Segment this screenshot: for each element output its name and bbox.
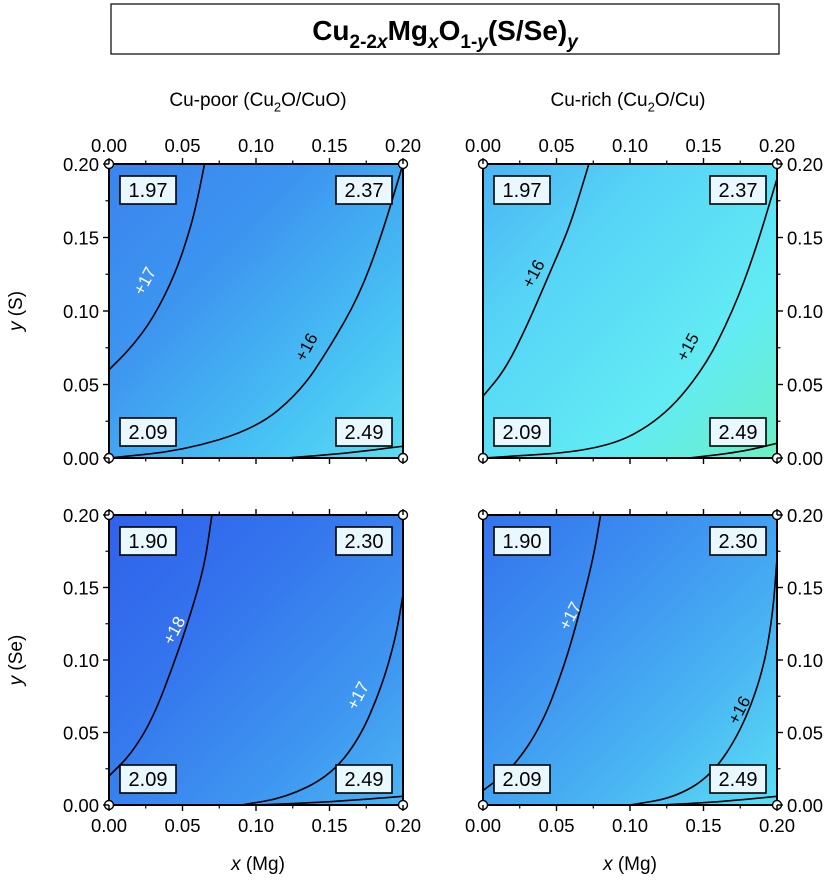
- x-tick-label: 0.10: [612, 135, 648, 156]
- y-tick-label: 0.15: [787, 228, 823, 249]
- corner-value-top-right: 2.30: [335, 526, 393, 556]
- x-axis-title: x (Mg): [230, 854, 285, 875]
- corner-value-bottom-left: 2.09: [493, 764, 551, 794]
- y-axis-title-s: y (S): [6, 291, 27, 333]
- x-tick-label: 0.20: [759, 135, 795, 156]
- svg-text:2.09: 2.09: [503, 422, 542, 444]
- x-tick-label: 0.15: [685, 135, 721, 156]
- y-tick-label: 0.15: [787, 578, 823, 599]
- svg-text:2.49: 2.49: [719, 769, 758, 791]
- contour-line: [629, 558, 777, 805]
- heatmap-panel-2: +16+151.97 2.372.09 2.490.000.000.050.050.…: [465, 135, 823, 469]
- corner-value-top-left: 1.97: [493, 175, 551, 205]
- corner-value-top-left: 1.97: [119, 175, 177, 205]
- svg-text:2.09: 2.09: [129, 422, 168, 444]
- y-tick-label: 0.20: [63, 154, 99, 175]
- svg-text:2.30: 2.30: [719, 531, 758, 553]
- contour-line: [109, 164, 206, 371]
- svg-text:1.97: 1.97: [503, 180, 542, 202]
- heatmap-panel-3: +18+171.90 2.302.09 2.490.000.000.050.050.…: [63, 505, 421, 836]
- y-tick-label: 0.20: [787, 505, 823, 526]
- x-tick-label: 0.05: [538, 815, 574, 836]
- y-tick-label: 0.00: [63, 448, 99, 469]
- y-tick-label: 0.15: [63, 578, 99, 599]
- x-tick-label: 0.05: [164, 815, 200, 836]
- column-header-cu-poor: Cu-poor (Cu2O/CuO): [169, 90, 346, 114]
- x-axis-title: x (Mg): [602, 854, 657, 875]
- figure-title: Cu2-2xMgxO1-y(S/Se)y: [312, 15, 579, 53]
- corner-value-bottom-right: 2.49: [709, 417, 767, 447]
- y-tick-label: 0.10: [787, 650, 823, 671]
- corner-value-bottom-right: 2.49: [335, 417, 393, 447]
- corner-value-bottom-left: 2.09: [119, 417, 177, 447]
- svg-text:1.97: 1.97: [129, 180, 168, 202]
- svg-text:2.49: 2.49: [345, 422, 384, 444]
- heatmap-panel-1: +17+161.97 2.372.09 2.490.000.000.050.050.…: [63, 135, 421, 469]
- y-axis-title-se: y (Se): [6, 635, 27, 688]
- y-tick-label: 0.10: [63, 301, 99, 322]
- y-tick-label: 0.15: [63, 228, 99, 249]
- corner-value-bottom-right: 2.49: [335, 764, 393, 794]
- y-tick-label: 0.10: [63, 650, 99, 671]
- x-tick-label: 0.20: [385, 135, 421, 156]
- contour-line: [109, 164, 403, 458]
- y-tick-label: 0.05: [787, 723, 823, 744]
- svg-text:1.90: 1.90: [129, 531, 168, 553]
- y-tick-label: 0.05: [63, 723, 99, 744]
- y-tick-label: 0.05: [63, 375, 99, 396]
- x-tick-label: 0.05: [164, 135, 200, 156]
- corner-value-top-right: 2.30: [709, 526, 767, 556]
- corner-value-bottom-left: 2.09: [493, 417, 551, 447]
- heatmap-fill: [483, 164, 777, 458]
- y-tick-label: 0.20: [787, 154, 823, 175]
- heatmap-fill: [109, 515, 403, 805]
- y-tick-label: 0.00: [787, 448, 823, 469]
- y-tick-label: 0.05: [787, 375, 823, 396]
- svg-text:2.49: 2.49: [719, 422, 758, 444]
- x-tick-label: 0.15: [311, 815, 347, 836]
- x-tick-label: 0.20: [385, 815, 421, 836]
- heatmap-fill: [109, 164, 403, 458]
- x-tick-label: 0.10: [612, 815, 648, 836]
- corner-value-bottom-left: 2.09: [119, 764, 177, 794]
- x-tick-label: 0.00: [465, 815, 501, 836]
- y-tick-label: 0.10: [787, 301, 823, 322]
- corner-value-top-left: 1.90: [119, 526, 177, 556]
- x-tick-label: 0.10: [238, 815, 274, 836]
- svg-text:2.30: 2.30: [345, 531, 384, 553]
- heatmap-panel-4: +17+161.90 2.302.09 2.490.000.000.050.050.…: [465, 505, 823, 836]
- corner-value-top-right: 2.37: [709, 175, 767, 205]
- x-tick-label: 0.20: [759, 815, 795, 836]
- y-tick-label: 0.00: [787, 795, 823, 816]
- contour-line: [241, 594, 403, 805]
- x-tick-label: 0.10: [238, 135, 274, 156]
- x-tick-label: 0.15: [685, 815, 721, 836]
- x-tick-label: 0.00: [91, 815, 127, 836]
- y-tick-label: 0.20: [63, 505, 99, 526]
- x-tick-label: 0.15: [311, 135, 347, 156]
- svg-text:2.37: 2.37: [719, 180, 758, 202]
- contour-line: [483, 164, 590, 397]
- svg-text:2.09: 2.09: [129, 769, 168, 791]
- figure-title-box: Cu2-2xMgxO1-y(S/Se)y: [110, 3, 780, 55]
- x-tick-label: 0.05: [538, 135, 574, 156]
- contour-line: [483, 178, 777, 458]
- column-header-cu-rich: Cu-rich (Cu2O/Cu): [550, 90, 705, 114]
- x-tick-label: 0.00: [91, 135, 127, 156]
- svg-text:2.49: 2.49: [345, 769, 384, 791]
- corner-value-top-left: 1.90: [493, 526, 551, 556]
- heatmap-fill: [483, 515, 777, 805]
- x-tick-label: 0.00: [465, 135, 501, 156]
- svg-text:2.37: 2.37: [345, 180, 384, 202]
- svg-text:2.09: 2.09: [503, 769, 542, 791]
- svg-text:1.90: 1.90: [503, 531, 542, 553]
- corner-value-top-right: 2.37: [335, 175, 393, 205]
- y-tick-label: 0.00: [63, 795, 99, 816]
- corner-value-bottom-right: 2.49: [709, 764, 767, 794]
